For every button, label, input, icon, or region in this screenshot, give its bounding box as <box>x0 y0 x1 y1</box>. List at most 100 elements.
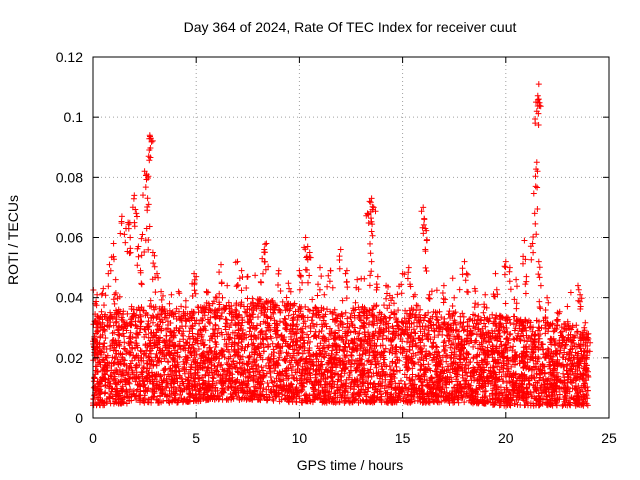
data-point <box>421 366 428 373</box>
data-point <box>494 363 501 370</box>
data-point <box>170 390 177 396</box>
data-point <box>120 308 127 315</box>
data-point <box>163 332 170 339</box>
data-point <box>457 356 464 363</box>
data-point <box>582 319 589 326</box>
data-point <box>247 333 254 340</box>
data-point <box>455 328 462 335</box>
data-point <box>119 368 126 375</box>
data-point <box>428 288 435 295</box>
data-point <box>150 386 157 392</box>
data-point <box>93 363 100 370</box>
data-point <box>507 330 514 337</box>
data-point <box>310 307 317 314</box>
data-point <box>350 394 357 401</box>
data-point <box>326 398 333 405</box>
data-point <box>277 318 283 325</box>
data-point <box>157 373 163 380</box>
data-point <box>319 345 326 352</box>
data-point <box>466 397 473 404</box>
data-point <box>359 381 366 387</box>
data-point <box>180 365 186 372</box>
data-point <box>212 294 219 301</box>
data-point <box>263 334 270 341</box>
data-point <box>410 389 417 396</box>
data-point <box>113 388 120 395</box>
data-point <box>283 321 290 328</box>
data-point <box>465 351 472 358</box>
data-point <box>176 354 183 361</box>
data-point <box>481 394 488 401</box>
data-point <box>321 291 328 298</box>
data-point <box>174 343 181 350</box>
data-point <box>361 304 368 311</box>
data-point <box>300 356 306 363</box>
data-point <box>401 315 408 322</box>
data-point <box>213 341 220 348</box>
data-point <box>440 339 447 346</box>
data-point <box>507 371 514 377</box>
data-point <box>536 335 543 342</box>
data-point <box>285 280 292 287</box>
data-point <box>227 322 234 328</box>
data-point <box>357 337 364 344</box>
data-point <box>501 398 508 405</box>
data-point <box>504 396 511 403</box>
data-point <box>363 308 370 315</box>
data-point <box>442 342 449 349</box>
data-point <box>120 360 127 367</box>
data-point <box>510 381 517 388</box>
data-point <box>441 319 447 326</box>
data-point <box>136 382 143 389</box>
data-point <box>365 321 372 328</box>
data-point <box>275 340 282 347</box>
data-point <box>351 314 358 321</box>
data-point <box>320 333 327 340</box>
data-point <box>470 343 477 350</box>
data-point <box>174 349 181 356</box>
data-point <box>228 308 234 315</box>
data-point <box>430 392 437 399</box>
data-point <box>186 391 193 398</box>
data-point <box>280 336 287 343</box>
data-point <box>92 317 99 324</box>
data-point <box>498 342 505 348</box>
data-point <box>187 349 194 356</box>
data-point <box>244 367 251 374</box>
data-point <box>261 304 268 311</box>
data-point <box>230 358 236 364</box>
data-point <box>388 338 395 345</box>
data-point <box>262 306 269 313</box>
data-point <box>236 359 243 366</box>
data-point <box>200 349 207 356</box>
data-point <box>302 323 309 330</box>
data-point <box>123 362 130 369</box>
data-point <box>128 306 135 312</box>
data-point <box>328 384 335 391</box>
data-point <box>258 375 265 382</box>
data-point <box>161 338 168 345</box>
data-point <box>489 311 496 318</box>
data-point <box>195 388 202 395</box>
data-point <box>218 329 225 336</box>
data-point <box>287 352 294 359</box>
data-point <box>511 327 518 334</box>
data-point <box>233 283 240 290</box>
data-point <box>203 384 210 391</box>
data-point <box>332 319 338 325</box>
data-point <box>161 377 167 383</box>
data-point <box>479 325 486 332</box>
data-point <box>103 364 110 371</box>
data-point <box>490 385 497 392</box>
data-point <box>133 352 140 359</box>
data-point <box>535 402 542 409</box>
data-point <box>451 333 457 340</box>
data-point <box>318 321 325 328</box>
data-point <box>220 382 227 389</box>
data-point <box>507 344 514 351</box>
data-point <box>277 308 284 314</box>
data-point <box>147 297 154 304</box>
data-point <box>421 342 428 349</box>
data-point <box>255 378 262 385</box>
data-point <box>265 383 272 390</box>
